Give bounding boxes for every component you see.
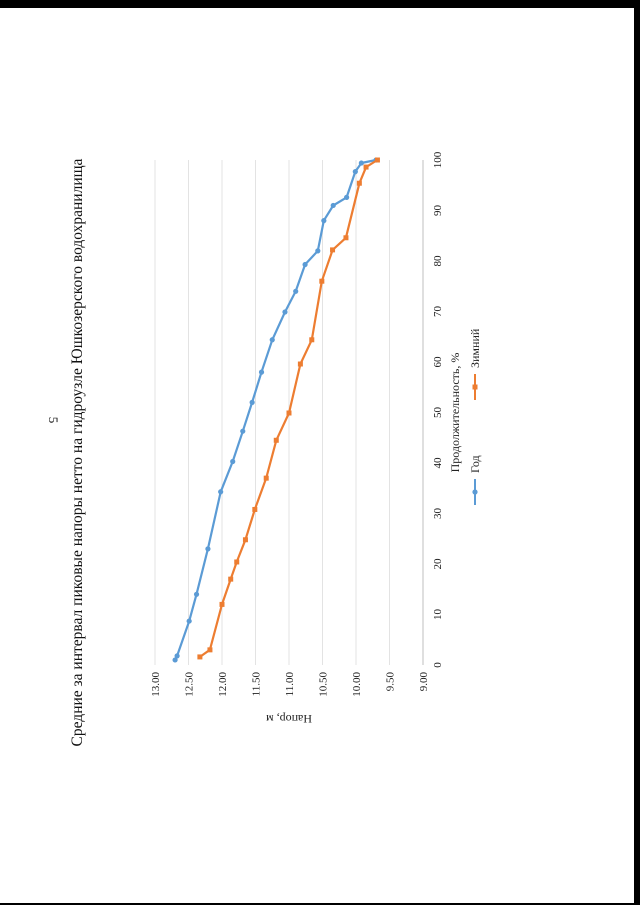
x-tick-label: 30 (432, 508, 444, 520)
series-1-point (330, 202, 336, 209)
x-tick-label: 40 (432, 457, 444, 469)
y-tick-label: 11.50 (251, 672, 263, 697)
series-1-point (186, 618, 192, 624)
y-tick-label: 12.50 (184, 672, 196, 697)
series-2-point (234, 559, 240, 565)
legend-label: Год (468, 455, 482, 473)
series-2-point (252, 506, 258, 512)
x-tick-label: 80 (432, 255, 444, 267)
series-2-point (297, 361, 303, 367)
series-line-2 (199, 159, 378, 658)
series-1-point (174, 653, 180, 659)
y-tick-label: 13.00 (150, 672, 162, 697)
series-1-point (230, 458, 236, 465)
series-2-point (197, 654, 203, 660)
x-tick-label: 50 (432, 407, 444, 419)
x-tick-label: 0 (432, 662, 444, 668)
series-2-point (273, 437, 279, 443)
series-1-point (315, 248, 321, 254)
series-2-point (207, 647, 213, 653)
legend-swatch-marker (472, 384, 478, 390)
x-tick-label: 70 (432, 306, 444, 318)
y-tick-label: 9.50 (385, 672, 397, 692)
series-1-point (249, 399, 255, 405)
y-tick-label: 9.00 (418, 672, 430, 692)
series-2-point (356, 180, 362, 186)
series-2-point (219, 601, 225, 607)
legend-swatch-marker (472, 489, 478, 495)
series-2-point (374, 157, 380, 163)
series-1-point (344, 194, 350, 200)
series-2-point (363, 164, 369, 170)
series-1-point (302, 261, 308, 268)
series-2-point (263, 475, 269, 481)
scan-edge-top (0, 0, 640, 8)
y-tick-label: 10.50 (318, 672, 330, 697)
series-1-point (172, 657, 178, 663)
y-axis-title: Напор, м (266, 712, 312, 726)
x-tick-label: 90 (432, 205, 444, 217)
x-tick-label: 100 (432, 151, 444, 168)
series-1-point (293, 288, 299, 294)
scan-edge-right (634, 0, 640, 905)
scan-edge-bottom (0, 903, 640, 905)
x-tick-label: 20 (432, 558, 444, 570)
series-1-point (352, 169, 358, 175)
series-1-point (282, 309, 288, 315)
series-2-point (319, 278, 325, 284)
series-1-point (358, 160, 364, 166)
series-2-point (286, 410, 292, 416)
series-2-point (228, 576, 234, 582)
series-1-point (205, 546, 211, 552)
series-1-point (193, 591, 200, 597)
series-1-point (269, 337, 275, 343)
y-tick-label: 12.00 (217, 672, 229, 697)
y-tick-label: 10.00 (351, 672, 363, 697)
x-tick-label: 60 (432, 356, 444, 368)
series-2-point (242, 537, 248, 543)
legend-label: Зимний (468, 328, 482, 368)
y-tick-label: 11.00 (284, 672, 296, 697)
series-1-point (321, 217, 327, 224)
series-1-point (240, 428, 246, 434)
series-2-point (330, 247, 336, 253)
series-1-point (218, 489, 224, 495)
series-2-point (309, 337, 315, 343)
x-tick-label: 10 (432, 609, 444, 621)
series-1-point (258, 369, 265, 375)
series-2-point (343, 235, 349, 241)
x-axis-title: Продолжительность, % (448, 353, 462, 473)
